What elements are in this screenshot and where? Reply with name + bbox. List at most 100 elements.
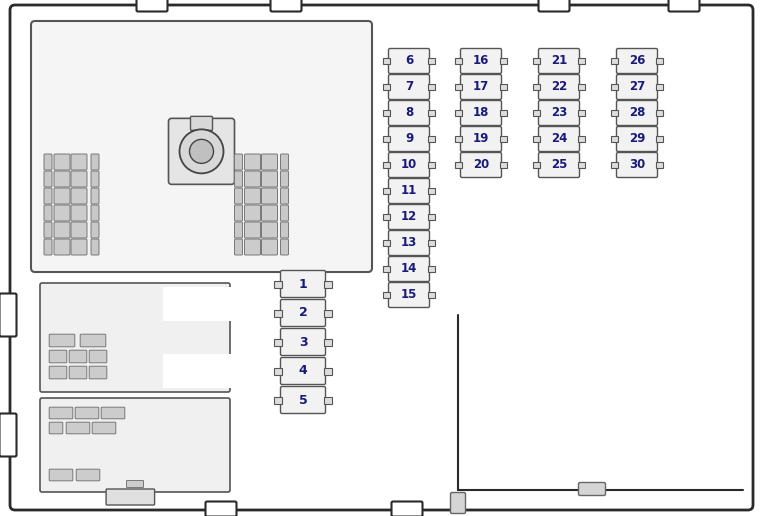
FancyBboxPatch shape bbox=[205, 502, 237, 516]
FancyBboxPatch shape bbox=[388, 179, 430, 203]
Text: 22: 22 bbox=[551, 80, 567, 93]
FancyBboxPatch shape bbox=[388, 153, 430, 178]
Bar bbox=[611, 162, 618, 168]
FancyBboxPatch shape bbox=[234, 239, 243, 255]
FancyBboxPatch shape bbox=[49, 334, 75, 347]
Bar bbox=[455, 84, 462, 90]
FancyBboxPatch shape bbox=[388, 204, 430, 230]
FancyBboxPatch shape bbox=[91, 222, 99, 238]
Bar bbox=[383, 188, 390, 194]
FancyBboxPatch shape bbox=[76, 469, 100, 481]
FancyBboxPatch shape bbox=[244, 239, 260, 255]
Bar bbox=[500, 58, 507, 64]
Bar bbox=[611, 110, 618, 116]
Bar bbox=[383, 214, 390, 220]
FancyBboxPatch shape bbox=[40, 398, 230, 492]
FancyBboxPatch shape bbox=[71, 188, 87, 204]
FancyBboxPatch shape bbox=[91, 171, 99, 187]
Bar bbox=[383, 136, 390, 142]
FancyBboxPatch shape bbox=[388, 231, 430, 255]
Bar bbox=[324, 338, 332, 346]
FancyBboxPatch shape bbox=[281, 188, 288, 204]
Bar bbox=[324, 396, 332, 404]
FancyBboxPatch shape bbox=[49, 366, 67, 379]
Bar bbox=[533, 162, 540, 168]
FancyBboxPatch shape bbox=[69, 350, 87, 363]
FancyBboxPatch shape bbox=[127, 480, 143, 488]
Bar bbox=[428, 188, 435, 194]
FancyBboxPatch shape bbox=[54, 171, 70, 187]
FancyBboxPatch shape bbox=[54, 154, 70, 170]
Bar bbox=[274, 338, 282, 346]
FancyBboxPatch shape bbox=[49, 469, 72, 481]
Bar bbox=[455, 162, 462, 168]
FancyBboxPatch shape bbox=[71, 171, 87, 187]
FancyBboxPatch shape bbox=[388, 49, 430, 73]
FancyBboxPatch shape bbox=[49, 350, 67, 363]
FancyBboxPatch shape bbox=[0, 413, 17, 457]
FancyBboxPatch shape bbox=[44, 171, 52, 187]
FancyBboxPatch shape bbox=[617, 74, 658, 100]
FancyBboxPatch shape bbox=[0, 294, 17, 336]
Bar bbox=[428, 110, 435, 116]
Text: 8: 8 bbox=[405, 106, 413, 120]
Bar bbox=[611, 84, 618, 90]
FancyBboxPatch shape bbox=[71, 239, 87, 255]
FancyBboxPatch shape bbox=[281, 299, 326, 327]
FancyBboxPatch shape bbox=[44, 154, 52, 170]
Bar bbox=[383, 162, 390, 168]
FancyBboxPatch shape bbox=[391, 502, 423, 516]
FancyBboxPatch shape bbox=[66, 422, 90, 434]
FancyBboxPatch shape bbox=[91, 239, 99, 255]
FancyBboxPatch shape bbox=[49, 422, 63, 434]
FancyBboxPatch shape bbox=[169, 118, 234, 184]
Text: 10: 10 bbox=[401, 158, 417, 171]
FancyBboxPatch shape bbox=[450, 492, 465, 513]
FancyBboxPatch shape bbox=[617, 49, 658, 73]
FancyBboxPatch shape bbox=[539, 74, 580, 100]
Text: 25: 25 bbox=[551, 158, 567, 171]
Bar bbox=[578, 110, 585, 116]
FancyBboxPatch shape bbox=[54, 205, 70, 221]
FancyBboxPatch shape bbox=[539, 49, 580, 73]
FancyBboxPatch shape bbox=[80, 334, 106, 347]
Text: 3: 3 bbox=[298, 335, 307, 348]
Bar bbox=[578, 84, 585, 90]
FancyBboxPatch shape bbox=[106, 489, 155, 505]
FancyBboxPatch shape bbox=[262, 188, 278, 204]
Bar bbox=[611, 58, 618, 64]
Bar bbox=[274, 396, 282, 404]
FancyBboxPatch shape bbox=[137, 0, 168, 11]
FancyBboxPatch shape bbox=[54, 239, 70, 255]
FancyBboxPatch shape bbox=[54, 222, 70, 238]
Bar bbox=[274, 281, 282, 287]
FancyBboxPatch shape bbox=[262, 205, 278, 221]
Bar bbox=[533, 110, 540, 116]
Text: 6: 6 bbox=[405, 55, 413, 68]
Bar bbox=[455, 110, 462, 116]
Bar bbox=[428, 266, 435, 272]
FancyBboxPatch shape bbox=[461, 74, 501, 100]
Bar bbox=[383, 292, 390, 298]
Bar bbox=[533, 84, 540, 90]
Bar bbox=[578, 58, 585, 64]
FancyBboxPatch shape bbox=[281, 205, 288, 221]
Bar bbox=[656, 84, 663, 90]
FancyBboxPatch shape bbox=[234, 171, 243, 187]
FancyBboxPatch shape bbox=[31, 21, 372, 272]
Text: 23: 23 bbox=[551, 106, 567, 120]
FancyBboxPatch shape bbox=[281, 171, 288, 187]
FancyBboxPatch shape bbox=[49, 407, 72, 419]
Bar bbox=[383, 84, 390, 90]
FancyBboxPatch shape bbox=[71, 154, 87, 170]
Bar bbox=[656, 162, 663, 168]
FancyBboxPatch shape bbox=[71, 205, 87, 221]
Bar bbox=[324, 310, 332, 316]
Bar bbox=[656, 110, 663, 116]
Bar bbox=[533, 58, 540, 64]
FancyBboxPatch shape bbox=[101, 407, 125, 419]
FancyBboxPatch shape bbox=[244, 171, 260, 187]
FancyBboxPatch shape bbox=[617, 101, 658, 125]
FancyBboxPatch shape bbox=[539, 153, 580, 178]
Text: 24: 24 bbox=[551, 133, 567, 146]
